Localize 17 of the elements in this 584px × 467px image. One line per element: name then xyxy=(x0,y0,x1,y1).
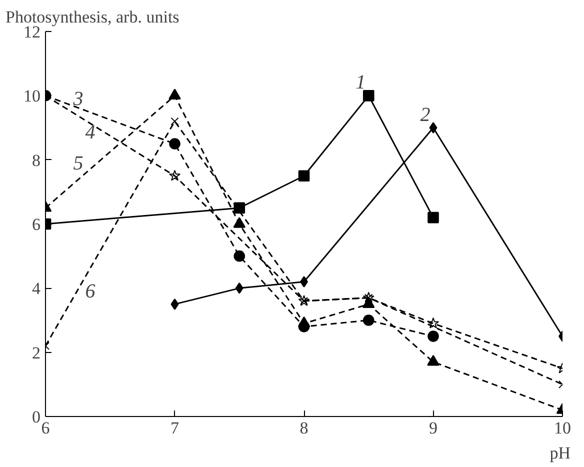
y-tick-label: 2 xyxy=(32,343,40,362)
series-label: 6 xyxy=(85,280,96,303)
x-tick-label: 10 xyxy=(554,418,571,438)
series-label: 2 xyxy=(420,104,430,126)
y-tick-label: 8 xyxy=(32,150,40,170)
x-tick-label: 9 xyxy=(429,418,438,438)
x-axis-title: pH xyxy=(550,444,571,462)
x-tick-label: 7 xyxy=(170,418,180,438)
y-tick-label: 6 xyxy=(32,215,40,234)
y-tick-label: 4 xyxy=(32,279,41,298)
y-tick-label: 10 xyxy=(24,86,40,106)
series-label: 5 xyxy=(73,152,84,174)
series-label: 4 xyxy=(85,122,96,144)
series-label: 1 xyxy=(356,72,366,94)
y-tick-label: 0 xyxy=(32,408,40,426)
series-label: 3 xyxy=(72,88,84,110)
x-tick-label: 8 xyxy=(300,418,308,438)
